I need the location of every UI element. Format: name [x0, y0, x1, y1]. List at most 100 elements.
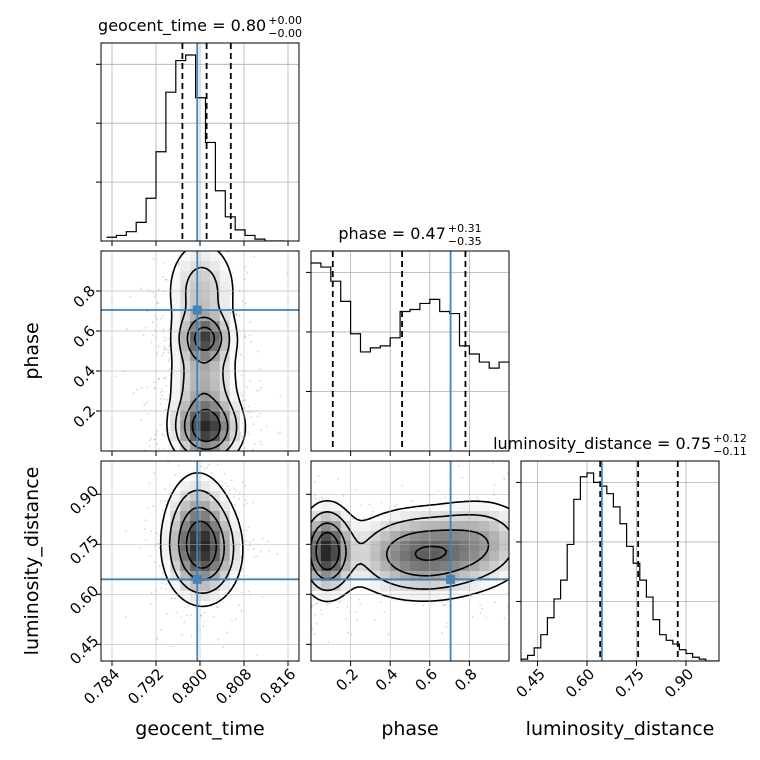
- sample-point: [186, 614, 188, 616]
- truth-marker: [192, 305, 202, 315]
- density-cell: [449, 501, 460, 512]
- sample-point: [259, 440, 262, 443]
- density-cell: [219, 341, 231, 352]
- density-cell: [190, 361, 201, 372]
- sample-point: [360, 504, 362, 507]
- density-cell: [180, 251, 191, 262]
- sample-point: [164, 339, 167, 342]
- sample-point: [519, 542, 521, 544]
- sample-point: [248, 590, 250, 593]
- sample-point: [202, 621, 205, 623]
- sample-point: [215, 606, 218, 608]
- sample-point: [222, 452, 224, 454]
- sample-point: [300, 546, 302, 548]
- density-cell: [489, 521, 500, 532]
- sample-point: [222, 646, 225, 648]
- density-cell: [190, 371, 201, 382]
- density-cell: [180, 501, 191, 512]
- sample-point: [164, 588, 167, 591]
- density-cell: [469, 531, 480, 542]
- sample-point: [279, 395, 282, 398]
- density-cell: [360, 521, 371, 532]
- sample-point: [146, 310, 148, 313]
- sample-point: [244, 302, 247, 305]
- density-cell: [499, 571, 509, 582]
- sample-point: [154, 387, 157, 390]
- sample-point: [457, 465, 460, 468]
- sample-point: [205, 455, 207, 457]
- density-cell: [469, 571, 480, 582]
- sample-point: [380, 501, 383, 504]
- density-cell: [439, 501, 451, 512]
- panel-content: [101, 249, 299, 457]
- density-cell: [170, 561, 181, 572]
- density-cell: [180, 521, 191, 532]
- y-tick-label: 0.2: [70, 402, 100, 432]
- sample-point: [394, 505, 397, 508]
- sample-point: [150, 452, 152, 454]
- sample-point: [445, 622, 448, 625]
- sample-point: [276, 553, 279, 555]
- y-tick-label: 0.4: [70, 362, 100, 392]
- x-tick-label: 0.816: [256, 665, 299, 708]
- density-cell: [219, 501, 231, 512]
- density-cell: [479, 521, 490, 532]
- density-cell: [380, 511, 391, 522]
- sample-point: [147, 288, 150, 291]
- sample-point: [160, 403, 162, 406]
- panel-geocent_time-vs-luminosity_distance: [96, 460, 300, 666]
- sample-point: [302, 575, 304, 577]
- sample-point: [114, 375, 117, 378]
- density-cell: [330, 591, 342, 602]
- density-cell: [400, 521, 411, 532]
- sample-point: [260, 386, 263, 389]
- y-tick-label: 0.8: [70, 282, 100, 312]
- density-cell: [209, 431, 221, 442]
- sample-point: [239, 435, 242, 438]
- sample-point: [168, 367, 171, 370]
- density-cell: [459, 521, 470, 532]
- sample-point: [351, 518, 354, 521]
- sample-point: [168, 357, 171, 360]
- x-tick-label: 0.60: [562, 665, 598, 701]
- title-minus-luminosity_distance: −0.11: [713, 445, 747, 458]
- sample-point: [244, 399, 247, 402]
- density-cell: [320, 541, 332, 552]
- contour-line: [191, 326, 221, 443]
- density-cell: [410, 581, 421, 592]
- sample-point: [200, 614, 202, 617]
- density-cell: [209, 321, 221, 332]
- density-cell: [209, 591, 221, 602]
- histogram-phase: [311, 262, 509, 369]
- density-cell: [190, 291, 201, 302]
- sample-point: [203, 249, 205, 251]
- density-cell: [459, 511, 470, 522]
- sample-point: [248, 453, 250, 455]
- sample-point: [245, 499, 247, 502]
- sample-point: [150, 603, 153, 605]
- sample-point: [261, 595, 264, 598]
- sample-point: [126, 328, 128, 330]
- density-cell: [219, 391, 231, 402]
- sample-point: [226, 453, 228, 455]
- sample-point: [143, 528, 146, 531]
- sample-point: [235, 489, 238, 492]
- density-cell: [190, 591, 201, 602]
- y-axis-label-luminosity_distance: luminosity_distance: [21, 467, 43, 656]
- sample-point: [301, 574, 303, 576]
- sample-point: [248, 433, 251, 436]
- density-cell: [489, 561, 500, 572]
- density-cell: [340, 581, 352, 592]
- title-geocent_time: geocent_time = 0.80: [98, 16, 266, 36]
- sample-point: [441, 632, 444, 634]
- sample-point: [249, 321, 252, 324]
- density-cell: [190, 341, 201, 352]
- x-tick-label: 0.45: [512, 665, 548, 701]
- density-cell: [229, 441, 241, 451]
- sample-point: [303, 603, 305, 605]
- sample-point: [147, 506, 150, 509]
- density-cell: [469, 511, 480, 522]
- sample-point: [153, 472, 156, 474]
- sample-point: [163, 447, 166, 450]
- density-cell: [170, 381, 181, 392]
